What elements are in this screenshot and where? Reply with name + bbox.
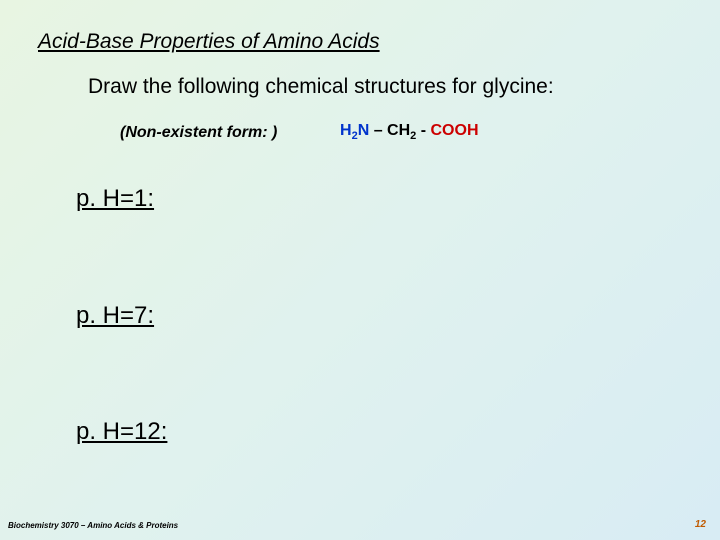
slide-number: 12	[695, 519, 706, 530]
ph12-label: p. H=12:	[76, 418, 167, 446]
formula-cooh: COOH	[431, 122, 479, 139]
formula-h2n-n: N	[358, 122, 370, 139]
chemical-formula: H2N – CH2 - COOH	[340, 122, 479, 142]
slide-title: Acid-Base Properties of Amino Acids	[38, 30, 380, 54]
ph1-label: p. H=1:	[76, 185, 154, 213]
ph7-label: p. H=7:	[76, 302, 154, 330]
formula-ch2: CH	[387, 122, 410, 139]
formula-h2n-h: H	[340, 122, 352, 139]
formula-sep2: -	[416, 122, 430, 139]
formula-sep1: –	[369, 122, 387, 139]
slide-subtitle: Draw the following chemical structures f…	[88, 75, 554, 99]
footer-left: Biochemistry 3070 – Amino Acids & Protei…	[8, 521, 178, 530]
nonexistent-label: (Non-existent form: )	[120, 124, 277, 142]
